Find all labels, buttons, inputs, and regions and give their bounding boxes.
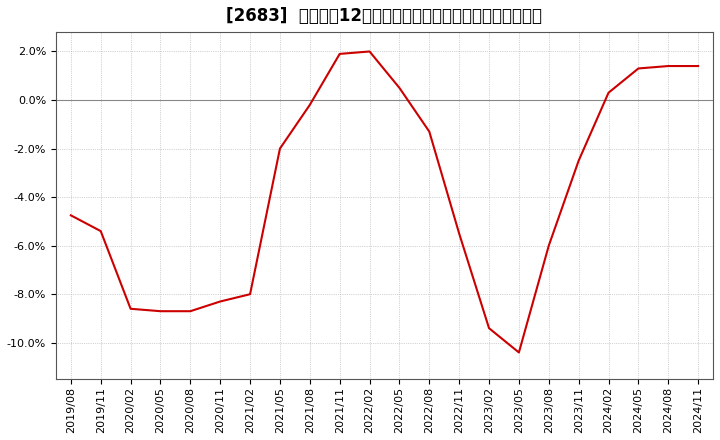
Title: [2683]  売上高の12か月移動合計の対前年同期増減率の推移: [2683] 売上高の12か月移動合計の対前年同期増減率の推移: [227, 7, 542, 25]
